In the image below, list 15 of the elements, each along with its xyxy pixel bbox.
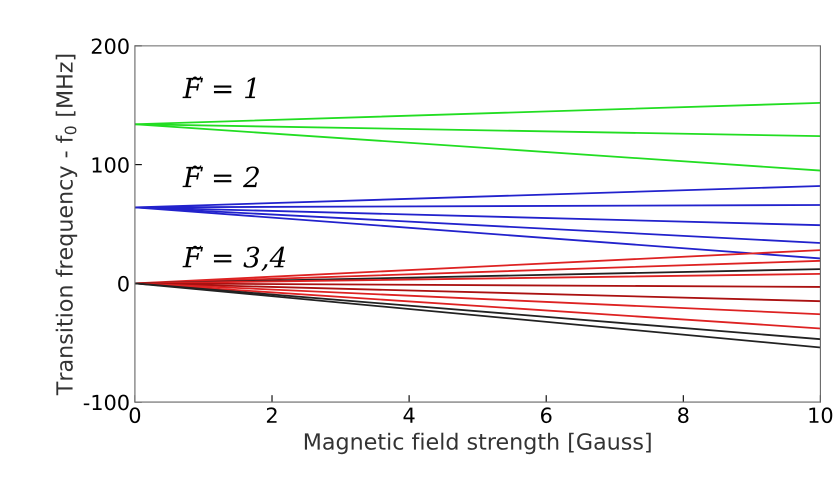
y-tick-label: -100 xyxy=(84,394,129,410)
x-tick-label: 8 xyxy=(678,407,689,424)
x-tick-label: 10 xyxy=(809,407,832,424)
y-axis-title: Transition frequency - f$_{0}$ [MHz] xyxy=(56,54,78,396)
x-tick-label: 4 xyxy=(404,408,415,423)
y-tick-label: 100 xyxy=(92,157,129,173)
annotation: F̃ = 1 xyxy=(182,76,256,98)
x-axis-title: Magnetic field strength [Gauss] xyxy=(304,432,651,454)
y-tick-label: 200 xyxy=(92,38,129,54)
annotation: F̃ = 3,4 xyxy=(182,246,286,272)
x-tick-label: 2 xyxy=(266,407,277,423)
x-tick-label: 6 xyxy=(541,407,552,424)
x-tick-label: 0 xyxy=(130,407,140,424)
annotation: F̃ = 2 xyxy=(182,166,259,188)
y-tick-label: 0 xyxy=(118,276,129,292)
